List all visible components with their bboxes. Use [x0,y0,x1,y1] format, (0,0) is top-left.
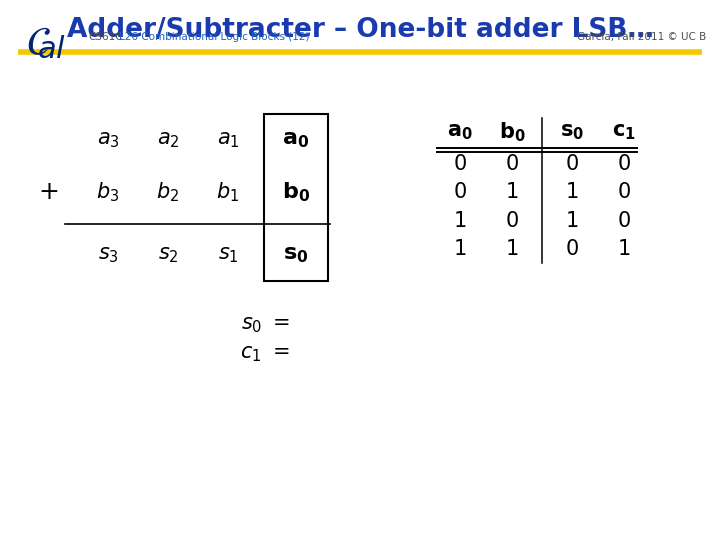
Text: 1: 1 [505,239,518,259]
Text: 0: 0 [617,154,631,174]
Text: 1: 1 [505,182,518,202]
Text: $\mathbf{s_0}$: $\mathbf{s_0}$ [283,245,309,265]
Text: $b_1$: $b_1$ [217,180,240,204]
Text: 0: 0 [617,211,631,231]
Text: $a_1$: $a_1$ [217,130,239,150]
Text: 0: 0 [454,182,467,202]
Text: $\mathbf{s_0}$: $\mathbf{s_0}$ [560,122,584,142]
Text: 1: 1 [565,182,579,202]
Text: 1: 1 [565,211,579,231]
Text: $b_3$: $b_3$ [96,180,120,204]
Text: Adder/Subtracter – One-bit adder LSB…: Adder/Subtracter – One-bit adder LSB… [66,17,654,43]
Text: $a_2$: $a_2$ [157,130,179,150]
Text: $s_1$: $s_1$ [217,245,238,265]
Text: 1: 1 [454,239,467,259]
Text: $s_2$: $s_2$ [158,245,179,265]
Text: $b_2$: $b_2$ [156,180,179,204]
Text: $s_0\ =$: $s_0\ =$ [240,315,289,335]
Text: $\mathbf{a_0}$: $\mathbf{a_0}$ [282,130,310,150]
Text: $+$: $+$ [38,180,58,204]
Text: L26 Combinational Logic Blocks (12): L26 Combinational Logic Blocks (12) [119,32,310,42]
Text: 0: 0 [617,182,631,202]
Text: $s_3$: $s_3$ [97,245,119,265]
Text: 0: 0 [505,211,518,231]
Text: $\mathbf{b_0}$: $\mathbf{b_0}$ [499,120,526,144]
Text: $\mathbf{a_0}$: $\mathbf{a_0}$ [447,122,473,142]
Text: 0: 0 [565,154,579,174]
Text: $\mathcal{C}$: $\mathcal{C}$ [26,24,50,62]
Text: CS61C: CS61C [88,32,122,42]
Text: $c_1\ =$: $c_1\ =$ [240,344,289,364]
Text: $\mathbf{c_1}$: $\mathbf{c_1}$ [612,122,636,142]
Text: 1: 1 [454,211,467,231]
Text: 0: 0 [454,154,467,174]
Text: 1: 1 [617,239,631,259]
Bar [264,114,328,281]
Text: $\mathbf{b_0}$: $\mathbf{b_0}$ [282,180,310,204]
Text: $\mathit{al}$: $\mathit{al}$ [37,35,66,64]
Text: 0: 0 [565,239,579,259]
Text: 0: 0 [505,154,518,174]
Text: Garcia, Fall 2011 © UC B: Garcia, Fall 2011 © UC B [577,32,706,42]
Text: $a_3$: $a_3$ [96,130,120,150]
